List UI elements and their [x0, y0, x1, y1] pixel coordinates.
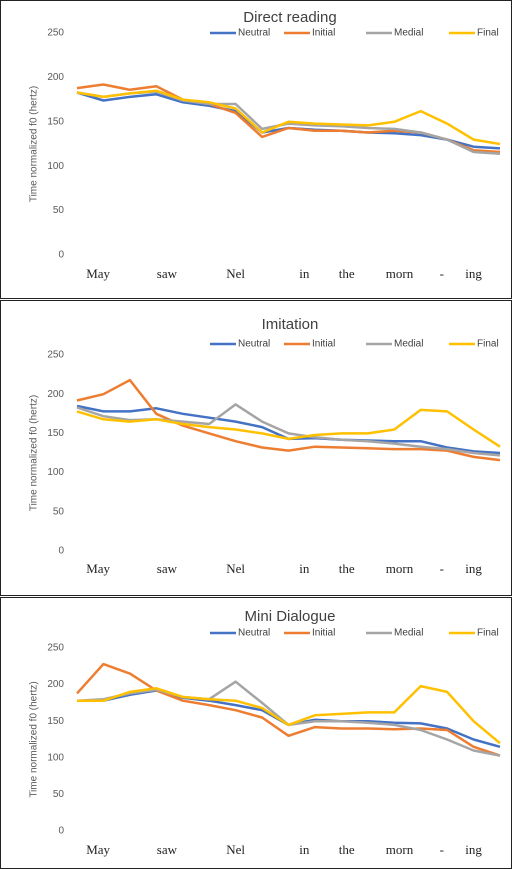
x-tick-label: ing — [465, 842, 482, 857]
series-line — [76, 91, 501, 150]
y-tick-label: 250 — [47, 643, 64, 654]
y-tick-label: 50 — [53, 205, 65, 216]
legend-label: Initial — [312, 339, 335, 350]
x-tick-label: - — [440, 561, 444, 576]
legend-label: Neutral — [238, 628, 270, 639]
y-tick-label: 150 — [47, 716, 64, 727]
y-tick-label: 150 — [47, 116, 64, 127]
series-line — [76, 404, 501, 455]
legend-label: Final — [477, 28, 499, 39]
x-tick-label: the — [339, 842, 355, 857]
y-tick-label: 50 — [53, 789, 65, 800]
chart-title: Mini Dialogue — [245, 608, 336, 625]
y-tick-label: 50 — [53, 506, 65, 517]
x-tick-label: in — [299, 842, 310, 857]
legend-label: Medial — [394, 28, 423, 39]
y-tick-label: 250 — [47, 350, 64, 361]
y-tick-label: 0 — [58, 826, 64, 837]
x-tick-label: morn — [386, 842, 414, 857]
legend-label: Initial — [312, 28, 335, 39]
y-tick-label: 200 — [47, 72, 64, 83]
legend-label: Initial — [312, 628, 335, 639]
chart-title: Direct reading — [243, 9, 336, 26]
y-axis-label: Time normalized f0 (hertz) — [29, 86, 40, 202]
y-tick-label: 250 — [47, 28, 64, 39]
legend-label: Neutral — [238, 28, 270, 39]
x-tick-label: in — [299, 561, 310, 576]
x-tick-label: - — [440, 266, 444, 281]
x-tick-label: ing — [465, 266, 482, 281]
x-tick-label: in — [299, 266, 310, 281]
legend-label: Final — [477, 339, 499, 350]
series-line — [76, 408, 501, 448]
series-line — [77, 684, 501, 745]
x-tick-label: Nel — [226, 842, 245, 857]
x-tick-label: Nel — [226, 561, 245, 576]
x-tick-label: morn — [386, 561, 414, 576]
y-tick-label: 150 — [47, 428, 64, 439]
x-tick-label: ing — [465, 561, 482, 576]
y-tick-label: 0 — [58, 250, 64, 261]
legend-label: Neutral — [238, 339, 270, 350]
x-tick-label: the — [339, 561, 355, 576]
series-line — [76, 680, 501, 757]
y-tick-label: 200 — [47, 679, 64, 690]
series-line — [76, 662, 501, 757]
x-tick-label: saw — [157, 842, 178, 857]
x-tick-label: - — [440, 842, 444, 857]
chart-title: Imitation — [262, 316, 319, 333]
x-tick-label: May — [86, 561, 110, 576]
legend-label: Medial — [394, 628, 423, 639]
series-line — [77, 689, 501, 749]
x-tick-label: morn — [386, 266, 414, 281]
y-tick-label: 100 — [47, 467, 64, 478]
y-tick-label: 0 — [58, 546, 64, 557]
x-tick-label: the — [339, 266, 355, 281]
series-line — [76, 378, 501, 462]
y-tick-label: 100 — [47, 752, 64, 763]
legend-label: Final — [477, 628, 499, 639]
series-line — [76, 89, 501, 146]
x-tick-label: saw — [157, 266, 178, 281]
y-tick-label: 100 — [47, 161, 64, 172]
x-tick-label: Nel — [226, 266, 245, 281]
y-tick-label: 200 — [47, 389, 64, 400]
x-tick-label: saw — [157, 561, 178, 576]
panel-border — [0, 0, 512, 299]
x-tick-label: May — [86, 842, 110, 857]
y-axis-label: Time normalized f0 (hertz) — [29, 681, 40, 797]
legend-label: Medial — [394, 339, 423, 350]
y-axis-label: Time normalized f0 (hertz) — [29, 395, 40, 511]
x-tick-label: May — [86, 266, 110, 281]
